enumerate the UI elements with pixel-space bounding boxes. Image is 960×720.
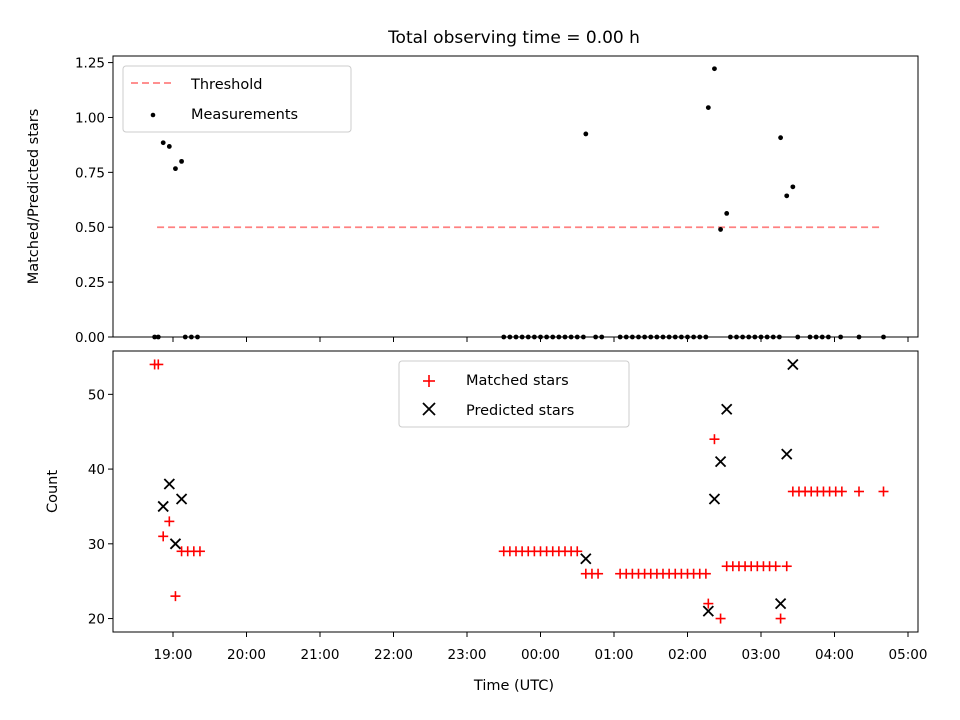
legend-matched-swatch bbox=[423, 375, 435, 387]
top-panel: 0.00 0.25 0.50 0.75 1.00 1.25 Matched/Predict… bbox=[26, 55, 919, 346]
series-matched-stars bbox=[149, 359, 889, 624]
matched-point bbox=[572, 546, 583, 557]
legend-measurements-swatch bbox=[150, 112, 156, 118]
matched-point bbox=[164, 516, 175, 527]
x-tick-label: 23:00 bbox=[448, 647, 487, 663]
chart-title: Total observing time = 0.00 h bbox=[387, 28, 640, 48]
predicted-point bbox=[169, 538, 182, 550]
top-x-ticks bbox=[172, 337, 909, 342]
x-tick-label: 02:00 bbox=[668, 647, 707, 663]
y-tick-label: 50 bbox=[88, 387, 105, 403]
matched-point bbox=[593, 568, 604, 579]
predicted-point bbox=[163, 478, 175, 490]
x-tick-label: 00:00 bbox=[521, 647, 560, 663]
matched-point bbox=[854, 486, 864, 497]
x-tick-label: 22:00 bbox=[374, 647, 413, 663]
y-tick-label: 30 bbox=[88, 537, 105, 553]
matched-point bbox=[775, 613, 786, 624]
measurement-point bbox=[166, 144, 172, 149]
x-tick-label: 20:00 bbox=[227, 647, 266, 663]
y-tick-label: 1.25 bbox=[75, 56, 105, 72]
x-tick-label: 21:00 bbox=[301, 647, 340, 663]
matched-point bbox=[703, 598, 714, 609]
bottom-y-axis: 20 30 40 50 bbox=[88, 387, 113, 628]
bottom-panel: 20 30 40 50 19:00 20:00 21:00 22:00 23:00 00:00 0… bbox=[45, 350, 928, 694]
top-y-axis: 0.00 0.25 0.50 0.75 1.00 1.25 bbox=[75, 56, 113, 346]
top-panel-frame bbox=[112, 55, 919, 338]
y-tick-label: 40 bbox=[88, 462, 105, 478]
x-axis-label: Time (UTC) bbox=[473, 678, 554, 694]
predicted-point bbox=[580, 553, 592, 565]
predicted-point bbox=[721, 403, 733, 415]
predicted-point bbox=[787, 358, 799, 371]
y-tick-label: 0.50 bbox=[75, 220, 105, 236]
bottom-legend: Matched stars Predicted stars bbox=[398, 360, 630, 428]
y-tick-label: 1.00 bbox=[75, 110, 105, 126]
legend-threshold-label: Threshold bbox=[190, 77, 262, 93]
bottom-panel-marks bbox=[149, 358, 889, 624]
x-tick-label: 01:00 bbox=[595, 647, 634, 663]
matched-point bbox=[770, 561, 781, 572]
predicted-point bbox=[702, 605, 714, 617]
x-tick-label: 04:00 bbox=[815, 647, 854, 663]
measurement-point bbox=[583, 131, 589, 137]
y-tick-label: 0.25 bbox=[75, 275, 105, 291]
legend-matched-label: Matched stars bbox=[466, 373, 569, 389]
measurement-point bbox=[790, 184, 796, 190]
bottom-panel-frame bbox=[112, 350, 919, 633]
x-tick-label: 19:00 bbox=[154, 647, 193, 663]
measurement-point bbox=[173, 166, 178, 172]
bottom-x-axis: 19:00 20:00 21:00 22:00 23:00 00:00 01:00 02:00… bbox=[154, 632, 928, 663]
predicted-point bbox=[714, 455, 727, 468]
top-legend: Threshold Measurements bbox=[122, 65, 352, 133]
x-tick-label: 05:00 bbox=[889, 647, 928, 663]
matched-point bbox=[709, 434, 720, 445]
measurement-point bbox=[718, 227, 723, 232]
predicted-point bbox=[708, 493, 721, 505]
legend-predicted-swatch bbox=[422, 402, 436, 416]
y-tick-label: 0.00 bbox=[75, 330, 105, 346]
measurement-point bbox=[724, 211, 730, 216]
matched-point bbox=[158, 531, 169, 542]
bottom-legend-box bbox=[398, 360, 630, 428]
series-predicted-stars bbox=[157, 358, 799, 617]
y-tick-label: 20 bbox=[88, 612, 105, 628]
top-y-axis-label: Matched/Predicted stars bbox=[26, 109, 42, 285]
matched-point bbox=[700, 568, 711, 579]
y-tick-label: 0.75 bbox=[75, 165, 105, 181]
matched-point bbox=[153, 359, 164, 370]
matched-point bbox=[781, 561, 792, 572]
bottom-y-axis-label: Count bbox=[45, 470, 61, 513]
measurement-point bbox=[784, 193, 790, 199]
matched-point bbox=[836, 486, 847, 497]
measurement-point bbox=[778, 135, 783, 141]
predicted-point bbox=[781, 448, 793, 460]
matched-point bbox=[194, 546, 205, 557]
legend-predicted-label: Predicted stars bbox=[466, 403, 574, 419]
matched-point bbox=[170, 591, 181, 602]
x-tick-label: 03:00 bbox=[742, 647, 781, 663]
predicted-point bbox=[774, 597, 787, 610]
measurement-point bbox=[179, 158, 184, 164]
legend-measurements-label: Measurements bbox=[191, 107, 298, 123]
top-legend-box bbox=[122, 65, 352, 133]
measurement-point bbox=[160, 140, 166, 146]
measurement-point bbox=[712, 66, 717, 72]
measurement-point bbox=[705, 105, 711, 110]
matched-point bbox=[715, 613, 726, 624]
predicted-point bbox=[157, 500, 169, 513]
matched-point bbox=[878, 486, 889, 497]
predicted-point bbox=[175, 493, 188, 505]
